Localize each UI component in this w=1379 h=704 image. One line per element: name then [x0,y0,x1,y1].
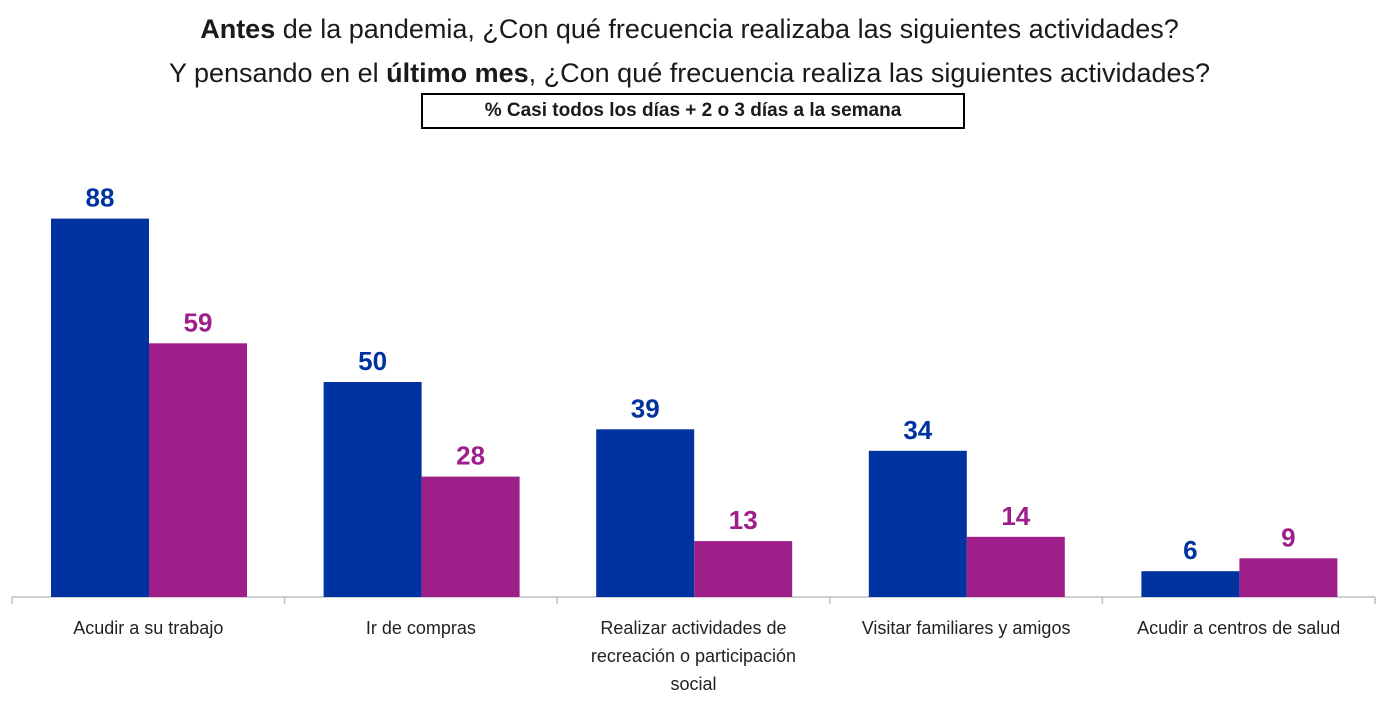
title-line-2-pre: Y pensando en el [168,58,387,88]
bar-series-2 [421,476,520,597]
category-label: Visitar familiares y amigos [861,618,1071,638]
chart-title-line-2: Y pensando en el último mes, ¿Con qué fr… [0,56,1379,90]
data-label-series-2: 14 [1001,501,1030,531]
title-line-1-bold: Antes [200,14,276,44]
bar-series-2 [966,536,1065,597]
chart-subtitle: % Casi todos los días + 2 o 3 días a la … [421,93,965,129]
title-line-1-rest: de la pandemia, ¿Con qué frecuencia real… [275,14,1179,44]
title-line-2-post: , ¿Con qué frecuencia realiza las siguie… [528,58,1211,88]
title-line-2-bold: último mes [386,58,529,88]
data-label-series-2: 13 [729,505,758,535]
bar-series-1 [51,218,149,597]
data-label-series-2: 9 [1281,522,1295,552]
category-label: Realizar actividades de recreación o par… [590,618,797,694]
bar-series-1 [868,450,967,597]
bar-series-2 [694,541,793,597]
data-label-series-1: 39 [631,393,660,423]
data-label-series-2: 28 [456,441,485,471]
category-label: Acudir a su trabajo [73,618,224,638]
data-label-series-2: 59 [184,307,213,337]
chart-title-line-1: Antes de la pandemia, ¿Con qué frecuenci… [0,12,1379,46]
bar-series-2 [1239,558,1338,597]
data-label-series-1: 88 [86,183,115,213]
bar-series-1 [323,382,422,597]
category-label: Acudir a centros de salud [1137,618,1341,638]
bar-series-2 [149,343,247,597]
data-label-series-1: 6 [1183,535,1197,565]
data-label-series-1: 50 [358,346,387,376]
category-label: Ir de compras [365,618,476,638]
bar-series-1 [1141,571,1240,597]
bar-series-1 [596,429,695,597]
data-label-series-1: 34 [903,415,932,445]
